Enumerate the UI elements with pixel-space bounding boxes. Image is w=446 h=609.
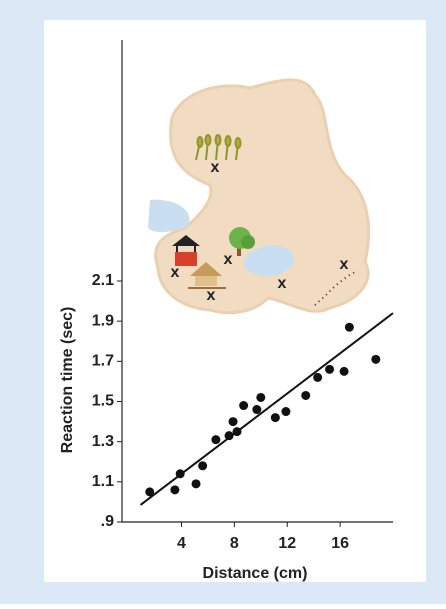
point: [270, 413, 280, 423]
reeds: [195, 134, 242, 161]
point: [301, 390, 311, 400]
y-tick-label: 1.1: [92, 473, 114, 490]
point: [191, 479, 201, 489]
water: [148, 199, 190, 233]
map-marker: x: [211, 159, 220, 176]
map: x x x x x x: [148, 78, 370, 315]
hut: [188, 262, 226, 289]
well: [172, 235, 200, 266]
x-tick-label: 16: [331, 535, 349, 552]
lake: [243, 245, 294, 277]
point: [281, 407, 291, 417]
map-marker: x: [207, 287, 216, 304]
map-marker: x: [171, 264, 180, 281]
path-dots: [314, 271, 356, 306]
point: [325, 364, 335, 374]
map-marker: x: [340, 256, 349, 273]
y-tick-label: 1.9: [92, 312, 114, 329]
y-axis-label: Reaction time (sec): [59, 307, 76, 454]
point: [313, 372, 323, 382]
x-tick-label: 4: [177, 535, 186, 552]
tree: [229, 227, 255, 256]
point: [371, 354, 381, 364]
x-tick-label: 8: [230, 535, 239, 552]
x-axis-label: Distance (cm): [203, 565, 308, 582]
point: [239, 401, 249, 411]
x-tick-label: 12: [278, 535, 296, 552]
point: [175, 469, 185, 479]
point: [224, 431, 234, 441]
point: [339, 366, 349, 376]
point: [256, 392, 266, 402]
map-marker: x: [278, 275, 287, 292]
map-marker: x: [224, 251, 233, 268]
point: [198, 461, 208, 471]
point: [170, 485, 180, 495]
y-tick-label: 1.3: [92, 433, 114, 450]
y-tick-label: 2.1: [92, 272, 114, 289]
point: [252, 405, 262, 415]
y-tick-label: .9: [101, 513, 114, 530]
point: [145, 487, 155, 497]
point: [211, 435, 221, 445]
point: [232, 427, 242, 437]
point: [228, 417, 238, 427]
y-tick-label: 1.5: [92, 393, 114, 410]
y-tick-label: 1.7: [92, 353, 114, 370]
point: [344, 322, 354, 332]
